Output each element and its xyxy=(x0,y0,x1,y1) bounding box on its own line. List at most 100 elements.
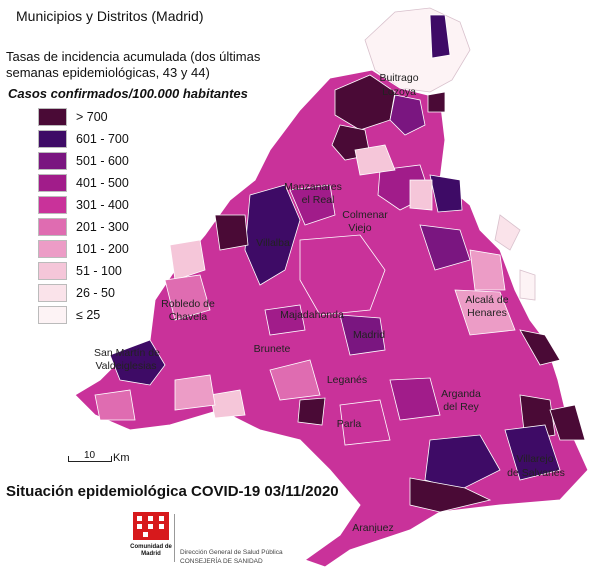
star-icon xyxy=(137,516,142,521)
institution-line-2: CONSEJERÍA DE SANIDAD xyxy=(180,558,263,565)
map-title: Municipios y Distritos (Madrid) xyxy=(16,8,204,24)
logo-flag-icon xyxy=(133,512,169,540)
legend-swatch xyxy=(38,196,67,214)
region-patch-27 xyxy=(174,374,216,411)
legend-item: 601 - 700 xyxy=(38,128,129,150)
label-brunete: Brunete xyxy=(254,343,291,355)
legend-label: 401 - 500 xyxy=(76,176,129,190)
label-majadahonda: Majadahonda xyxy=(280,309,344,321)
region-patch-35 xyxy=(519,269,536,301)
region-patch-30 xyxy=(389,377,441,421)
label-villarejo: Villarejo xyxy=(516,453,553,465)
region-patch-28 xyxy=(269,359,321,401)
legend-swatch xyxy=(38,174,67,192)
region-patch-4 xyxy=(244,184,301,286)
legend-swatch xyxy=(38,262,67,280)
region-patch-11 xyxy=(299,234,386,316)
legend-swatch xyxy=(38,108,67,126)
label-del-rey: del Rey xyxy=(443,401,479,413)
label-henares: Henares xyxy=(467,307,507,319)
star-icon xyxy=(137,524,142,529)
region-patch-18 xyxy=(454,289,516,336)
region-patch-9 xyxy=(169,239,206,281)
label-arganda: Arganda xyxy=(441,388,481,400)
region-patch-8 xyxy=(94,389,136,421)
comunidad-madrid-logo xyxy=(133,512,169,562)
region-patch-24 xyxy=(504,424,561,481)
label-valdeiglesias: Valdeiglesias xyxy=(95,360,156,372)
region-patch-5 xyxy=(214,214,249,251)
legend-swatch xyxy=(38,240,67,258)
region-patch-7 xyxy=(109,339,166,386)
region-patch-15 xyxy=(429,174,463,213)
legend-swatch xyxy=(38,284,67,302)
region-patch-33 xyxy=(427,91,446,113)
region-patch-34 xyxy=(429,14,451,59)
label-parla: Parla xyxy=(337,418,362,430)
label-manzanares: Manzanares xyxy=(284,181,342,193)
star-icon xyxy=(148,516,153,521)
label-alcala: Alcalá de xyxy=(465,294,508,306)
legend-item: 401 - 500 xyxy=(38,172,129,194)
region-patch-12 xyxy=(339,314,386,356)
star-icon xyxy=(159,516,164,521)
legend-item: 26 - 50 xyxy=(38,282,129,304)
legend-label: 201 - 300 xyxy=(76,220,129,234)
label-villalba: Villalba xyxy=(256,237,290,249)
region-patch-36 xyxy=(494,214,521,251)
legend-item: > 700 xyxy=(38,106,129,128)
logo-text: Comunidad de Madrid xyxy=(130,544,172,557)
label-leganes: Leganés xyxy=(327,374,367,386)
label-buitrago: Buitrago xyxy=(379,72,418,84)
legend-item: 501 - 600 xyxy=(38,150,129,172)
label-san-martin: San Martín de xyxy=(94,347,160,359)
label-colmenar: Colmenar xyxy=(342,209,388,221)
legend-swatch xyxy=(38,218,67,236)
label-aranjuez: Aranjuez xyxy=(352,522,393,534)
institution-text: Dirección General de Salud Pública CONSE… xyxy=(180,548,283,566)
region-patch-22 xyxy=(424,434,501,491)
star-icon xyxy=(148,524,153,529)
units-caption: Casos confirmados/100.000 habitantes xyxy=(8,86,248,101)
label-chavela: Chavela xyxy=(169,311,208,323)
legend-item: 51 - 100 xyxy=(38,260,129,282)
legend-label: ≤ 25 xyxy=(76,308,101,322)
label-el-real: el Real xyxy=(302,194,335,206)
region-patch-13 xyxy=(264,304,306,336)
region-patch-6 xyxy=(289,184,336,226)
legend-item: ≤ 25 xyxy=(38,304,129,326)
label-robledo: Robledo de xyxy=(161,298,215,310)
region-patch-31 xyxy=(354,144,396,176)
institution-line-1: Dirección General de Salud Pública xyxy=(180,549,283,556)
region-patch-26 xyxy=(209,389,246,419)
star-icon xyxy=(159,524,164,529)
region-patch-29 xyxy=(339,399,391,446)
label-lozoya: Lozoya xyxy=(382,86,416,98)
map-subtitle: Tasas de incidencia acumulada (dos últim… xyxy=(6,49,261,80)
region-patch-32 xyxy=(409,179,433,211)
legend-item: 301 - 400 xyxy=(38,194,129,216)
label-madrid: Madrid xyxy=(353,329,385,341)
legend-label: 501 - 600 xyxy=(76,154,129,168)
legend-swatch xyxy=(38,306,67,324)
region-patch-23 xyxy=(409,477,492,513)
legend: > 700 601 - 700 501 - 600 401 - 500 301 - 40… xyxy=(38,106,129,326)
label-viejo: Viejo xyxy=(348,222,371,234)
scale-bar xyxy=(68,456,112,462)
logo-divider xyxy=(174,514,175,562)
region-patch-2 xyxy=(389,94,426,136)
legend-label: 51 - 100 xyxy=(76,264,122,278)
region-patch-25 xyxy=(297,397,326,426)
region-patch-17 xyxy=(469,249,506,291)
legend-label: 601 - 700 xyxy=(76,132,129,146)
region-patch-21 xyxy=(549,404,586,441)
legend-swatch xyxy=(38,130,67,148)
star-icon xyxy=(143,532,148,537)
region-patch-19 xyxy=(519,329,561,366)
legend-label: 101 - 200 xyxy=(76,242,129,256)
legend-swatch xyxy=(38,152,67,170)
legend-label: 26 - 50 xyxy=(76,286,115,300)
legend-item: 101 - 200 xyxy=(38,238,129,260)
legend-label: > 700 xyxy=(76,110,108,124)
